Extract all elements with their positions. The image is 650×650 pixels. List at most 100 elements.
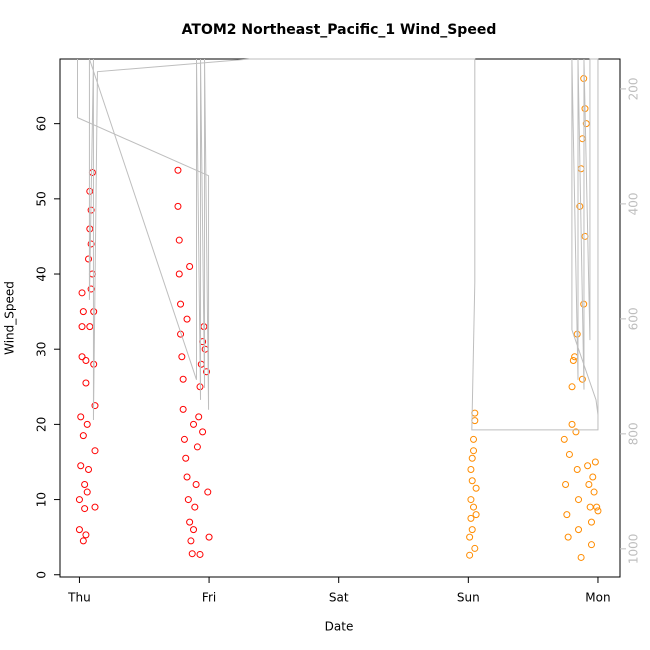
point [560,435,568,443]
point [88,169,96,177]
point [585,481,593,489]
point [563,511,571,519]
point [195,413,203,421]
point [78,323,86,331]
point [191,503,199,511]
point [581,232,589,240]
point [594,507,602,515]
y-axis-label: Wind_Speed [3,281,17,355]
point [202,368,210,376]
point [183,315,191,323]
point [568,383,576,391]
point [468,526,476,534]
point [77,462,85,470]
point [78,353,86,361]
point [572,428,580,436]
point [470,503,478,511]
point [593,503,601,511]
point [87,240,95,248]
point [190,420,198,428]
point [186,263,194,271]
point [587,518,595,526]
point [587,541,595,549]
point [472,484,480,492]
point [565,450,573,458]
point [568,420,576,428]
x-tick-label: Thu [67,591,91,605]
point [81,505,89,513]
point [197,360,205,368]
point [582,120,590,128]
y2-tick-label: 1000 [627,534,641,565]
point [577,553,585,561]
y-tick-label: 60 [35,116,49,131]
point [87,285,95,293]
y2-tick-label: 800 [627,422,641,445]
point [571,353,579,361]
point [83,420,91,428]
point [564,533,572,541]
x-tick-label: Sun [457,591,480,605]
y2-tick-label: 400 [627,192,641,215]
point [468,454,476,462]
y-tick-label: 10 [35,492,49,507]
point [91,402,99,410]
point [91,447,99,455]
point [591,458,599,466]
point [179,375,187,383]
x-axis-label: Date [325,620,354,634]
point [83,488,91,496]
point [75,496,83,504]
x-tick-label: Fri [202,591,216,605]
point [82,379,90,387]
point [589,473,597,481]
point [184,496,192,504]
point [174,166,182,174]
point [569,356,577,364]
point [467,514,475,522]
point [562,481,570,489]
point [471,544,479,552]
point [590,488,598,496]
point [78,289,86,297]
point [85,465,93,473]
point [81,481,89,489]
point [584,462,592,470]
point [466,551,474,559]
point [79,308,87,316]
point [586,503,594,511]
point [186,518,194,526]
y-tick-label: 20 [35,417,49,432]
y-tick-label: 0 [35,571,49,579]
point [472,511,480,519]
point [470,435,478,443]
point [205,533,213,541]
point [82,356,90,364]
point [178,353,186,361]
point [575,526,583,534]
point [183,473,191,481]
point [193,443,201,451]
point [199,428,207,436]
point [192,481,200,489]
point [177,300,185,308]
point [471,417,479,425]
point [79,537,87,545]
plot-box [59,58,621,578]
y-tick-label: 40 [35,266,49,281]
point [578,135,586,143]
point [188,550,196,558]
point [174,202,182,210]
point [75,526,83,534]
point [77,413,85,421]
point [91,503,99,511]
point [576,202,584,210]
point [578,375,586,383]
point [190,526,198,534]
point [182,454,190,462]
point [175,236,183,244]
point [470,447,478,455]
point [575,496,583,504]
line [77,58,599,431]
